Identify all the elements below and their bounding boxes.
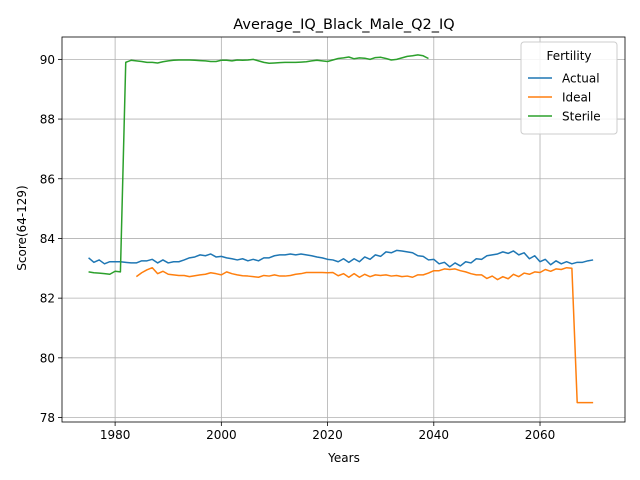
legend-label-ideal: Ideal <box>562 91 591 105</box>
legend-title: Fertility <box>546 49 591 63</box>
x-tick-label: 2020 <box>312 428 343 442</box>
y-tick-label: 78 <box>40 411 55 425</box>
axes-frame <box>61 36 626 423</box>
y-axis-label: Score(64-129) <box>15 185 29 270</box>
x-axis-ticks: 1980 2000 2020 2040 2060 <box>100 422 555 442</box>
legend: Fertility Actual Ideal Sterile <box>520 41 618 135</box>
x-tick-label: 2060 <box>525 428 556 442</box>
legend-entries: Actual Ideal Sterile <box>528 72 601 124</box>
y-tick-label: 82 <box>40 292 55 306</box>
legend-label-sterile: Sterile <box>562 110 601 124</box>
legend-box <box>520 41 618 135</box>
x-tick-label: 1980 <box>100 428 131 442</box>
chart-title: Average_IQ_Black_Male_Q2_IQ <box>233 17 454 33</box>
y-tick-label: 88 <box>40 113 55 127</box>
legend-label-actual: Actual <box>562 72 600 86</box>
series-line-actual <box>88 249 594 268</box>
x-tick-label: 2000 <box>206 428 237 442</box>
x-tick-label: 2040 <box>419 428 450 442</box>
series-line-sterile <box>88 54 429 276</box>
y-axis-ticks: 78 80 82 84 86 88 90 <box>40 53 62 425</box>
series-line-ideal <box>135 266 594 404</box>
x-axis-label: Years <box>327 451 360 465</box>
y-tick-label: 80 <box>40 351 55 365</box>
series-lines <box>88 54 594 404</box>
y-tick-label: 86 <box>40 172 55 186</box>
y-tick-label: 90 <box>40 53 55 67</box>
y-tick-label: 84 <box>40 232 55 246</box>
